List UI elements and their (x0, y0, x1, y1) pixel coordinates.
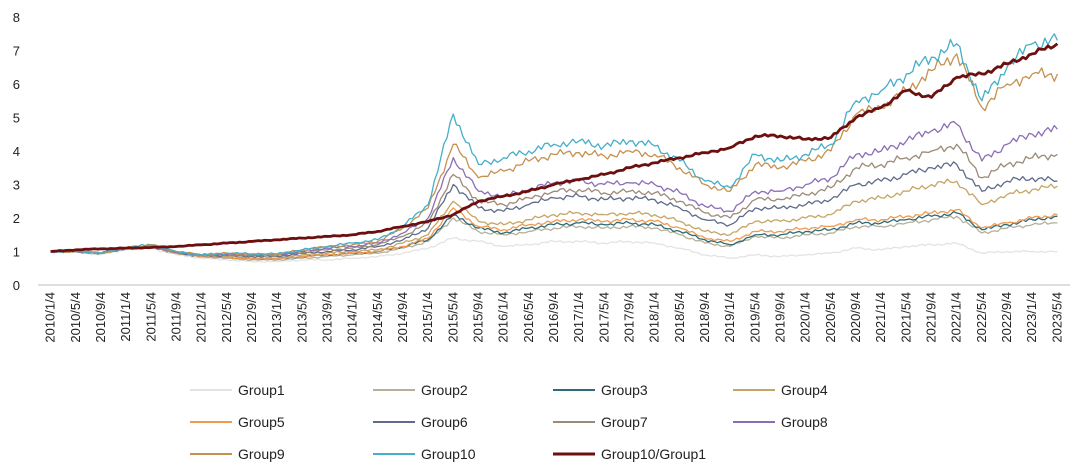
x-tick-label: 2010/1/4 (43, 292, 58, 343)
series-line-group8 (50, 120, 1058, 257)
x-tick-label: 2011/9/4 (168, 292, 183, 342)
legend: Group1 Group2 Group3 Group4 Group5 Group6 Grou… (190, 382, 828, 462)
x-axis: 2010/1/4 2010/5/4 2010/9/4 2011/1/4 2011/5/4… (38, 284, 1070, 343)
x-tick-label: 2020/5/4 (823, 292, 838, 343)
x-tick-label: 2021/5/4 (898, 292, 913, 343)
y-tick-label: 7 (13, 44, 20, 59)
x-tick-label: 2017/1/4 (571, 292, 586, 343)
series-line-group2 (50, 215, 1058, 262)
y-tick-label: 2 (13, 211, 20, 226)
legend-label: Group4 (781, 382, 828, 398)
x-tick-label: 2021/1/4 (873, 292, 888, 343)
x-tick-label: 2012/1/4 (194, 292, 209, 343)
legend-label: Group7 (601, 414, 648, 430)
y-tick-label: 0 (13, 278, 20, 293)
x-tick-label: 2020/9/4 (848, 292, 863, 343)
x-tick-label: 2018/9/4 (697, 292, 712, 343)
x-tick-label: 2023/5/4 (1049, 292, 1064, 343)
legend-label: Group6 (421, 414, 468, 430)
x-tick-label: 2022/1/4 (949, 292, 964, 343)
x-tick-label: 2015/5/4 (445, 292, 460, 343)
series-line-group3 (50, 210, 1058, 261)
x-tick-label: 2022/9/4 (999, 292, 1014, 343)
x-tick-label: 2021/9/4 (924, 292, 939, 343)
y-tick-label: 1 (13, 245, 20, 260)
x-tick-label: 2016/5/4 (521, 292, 536, 343)
legend-label: Group1 (238, 382, 285, 398)
x-tick-label: 2013/5/4 (294, 292, 309, 343)
x-tick-label: 2015/1/4 (420, 292, 435, 343)
series-line-group1 (50, 236, 1058, 263)
x-tick-label: 2012/9/4 (244, 292, 259, 343)
x-tick-label: 2018/1/4 (647, 292, 662, 343)
series-line-group6 (50, 161, 1058, 258)
y-tick-label: 5 (13, 111, 20, 126)
x-tick-label: 2019/9/4 (773, 292, 788, 343)
series-line-group10-group1 (50, 42, 1059, 253)
x-tick-label: 2016/9/4 (546, 292, 561, 343)
y-tick-label: 3 (13, 178, 20, 193)
series-line-group5 (50, 207, 1058, 261)
series-line-group7 (50, 143, 1058, 258)
x-tick-label: 2022/5/4 (974, 292, 989, 343)
x-tick-label: 2010/9/4 (93, 292, 108, 343)
x-tick-label: 2012/5/4 (219, 292, 234, 343)
legend-label: Group8 (781, 414, 828, 430)
x-tick-label: 2017/9/4 (622, 292, 637, 343)
x-tick-label: 2014/1/4 (345, 292, 360, 343)
x-tick-label: 2019/5/4 (747, 292, 762, 343)
y-tick-label: 6 (13, 77, 20, 92)
plot-area (50, 33, 1059, 263)
legend-label: Group2 (421, 382, 468, 398)
x-tick-label: 2018/5/4 (672, 292, 687, 343)
legend-label: Group9 (238, 446, 285, 462)
x-tick-label: 2013/1/4 (269, 292, 284, 343)
x-tick-label: 2014/9/4 (395, 292, 410, 343)
legend-label: Group5 (238, 414, 285, 430)
x-tick-label: 2023/1/4 (1024, 292, 1039, 343)
x-tick-label: 2011/1/4 (118, 292, 133, 342)
x-tick-label: 2014/5/4 (370, 292, 385, 343)
y-tick-label: 8 (13, 10, 20, 25)
y-axis: 0 1 2 3 4 5 6 7 8 (13, 10, 20, 293)
x-tick-label: 2019/1/4 (722, 292, 737, 343)
x-tick-label: 2016/1/4 (496, 292, 511, 343)
x-tick-label: 2010/5/4 (68, 292, 83, 343)
x-tick-label: 2011/5/4 (143, 292, 158, 342)
legend-label: Group10/Group1 (601, 446, 706, 462)
legend-label: Group3 (601, 382, 648, 398)
x-tick-label: 2017/5/4 (596, 292, 611, 343)
series-line-group10 (50, 33, 1058, 256)
x-tick-label: 2013/9/4 (319, 292, 334, 343)
x-tick-label: 2015/9/4 (470, 292, 485, 343)
y-tick-label: 4 (13, 144, 20, 159)
x-tick-label: 2020/1/4 (798, 292, 813, 343)
legend-label: Group10 (421, 446, 476, 462)
